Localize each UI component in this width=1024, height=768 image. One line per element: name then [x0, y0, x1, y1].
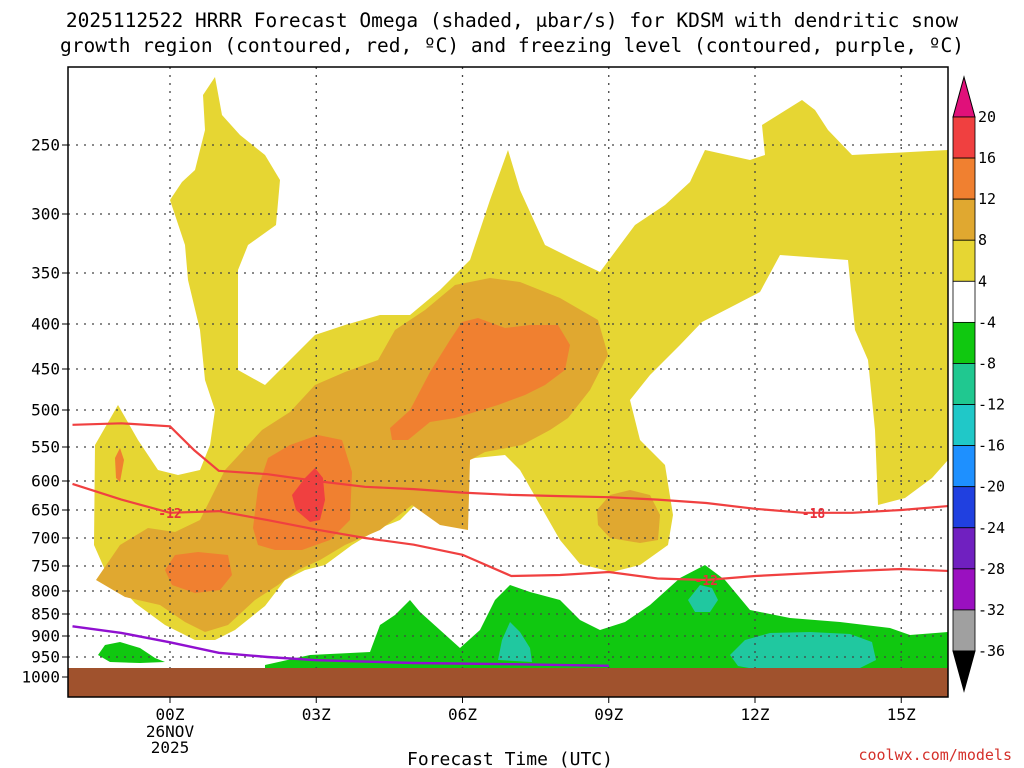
y-tick-label: 450 [31, 360, 60, 379]
x-tick-label: 09Z [594, 705, 623, 724]
colorbar-label: -20 [978, 478, 1005, 496]
colorbar-label: 4 [978, 272, 987, 290]
colorbar-label: -36 [978, 642, 1005, 660]
colorbar-label: 8 [978, 231, 987, 249]
colorbar-swatch [952, 363, 976, 405]
omega-region-gold-east [597, 490, 660, 543]
y-tick-label: 400 [31, 315, 60, 334]
y-tick-label: 650 [31, 501, 60, 520]
x-tick-date: 26NOV [146, 722, 195, 741]
y-tick-label: 950 [31, 648, 60, 667]
colorbar-swatch [952, 609, 976, 652]
colorbar-swatch [952, 198, 976, 241]
omega-region-green-west [98, 642, 165, 663]
y-tick-label: 800 [31, 582, 60, 601]
dgz-contour--12 [72, 482, 948, 582]
y-tick-label: 500 [31, 401, 60, 420]
y-axis: 250 300 350 400 450 500 550 600 650 700 750 800 850 9… [21, 136, 68, 687]
omega-region-orange-spot [115, 448, 124, 482]
colorbar: 20 16 12 8 4 -4 -8 -12 -16 -20 -24 -28 -32 -36 [952, 75, 1005, 693]
omega-region-teal-2 [688, 585, 718, 612]
omega-region-orange-west [165, 552, 232, 593]
colorbar-swatch [952, 445, 976, 488]
colorbar-label: -24 [978, 519, 1005, 537]
dgz-contour--18 [72, 422, 948, 514]
colorbar-label: 12 [978, 190, 996, 208]
y-tick-label: 250 [31, 136, 60, 155]
colorbar-swatch [952, 280, 976, 323]
chart-title-line-1: 2025112522 HRRR Forecast Omega (shaded, … [66, 9, 958, 32]
colorbar-bottom-arrow [952, 650, 976, 693]
x-axis-label: Forecast Time (UTC) [407, 749, 613, 768]
x-tick-label: 06Z [448, 705, 477, 724]
colorbar-swatch [952, 527, 976, 570]
colorbar-label: -16 [978, 437, 1005, 455]
colorbar-swatch [952, 568, 976, 611]
contour-label: -12 [158, 507, 181, 522]
colorbar-label: 20 [978, 108, 996, 126]
plot-frame [67, 66, 949, 698]
colorbar-swatch [952, 486, 976, 529]
colorbar-top-arrow [952, 75, 976, 118]
contour-label: -12 [695, 574, 718, 589]
credit-link[interactable]: coolwx.com/models [858, 746, 1012, 764]
y-tick-label: 300 [31, 205, 60, 224]
x-tick-label: 15Z [887, 705, 916, 724]
omega-region-teal-3 [730, 632, 876, 670]
colorbar-label: -4 [978, 313, 996, 331]
colorbar-label: -32 [978, 601, 1005, 619]
colorbar-swatch [952, 321, 976, 364]
freezing-level-contour [72, 625, 609, 667]
colorbar-swatch [952, 404, 976, 447]
ground-surface [68, 668, 948, 697]
y-tick-label: 900 [31, 627, 60, 646]
contour-layer: -12 -18 -12 [72, 422, 948, 667]
omega-shading [94, 77, 948, 670]
chart-title-line-2: growth region (contoured, red, ºC) and f… [60, 34, 964, 57]
colorbar-label: -12 [978, 396, 1005, 414]
colorbar-swatch [952, 239, 976, 282]
x-tick-label: 00Z [156, 705, 185, 724]
y-tick-label: 600 [31, 472, 60, 491]
y-tick-label: 850 [31, 605, 60, 624]
grid-layer [68, 67, 948, 678]
y-tick-label: 700 [31, 529, 60, 548]
y-tick-label: 350 [31, 264, 60, 283]
y-tick-label: 1000 [21, 668, 60, 687]
y-tick-label: 550 [31, 438, 60, 457]
colorbar-label: -28 [978, 560, 1005, 578]
colorbar-swatch [952, 157, 976, 200]
colorbar-label: 16 [978, 149, 996, 167]
x-tick-label: 03Z [302, 705, 331, 724]
y-tick-label: 750 [31, 557, 60, 576]
colorbar-label: -8 [978, 354, 996, 372]
x-tick-year: 2025 [151, 738, 190, 757]
omega-region-teal-1 [498, 622, 532, 662]
contour-label: -18 [802, 507, 826, 522]
omega-region-orange-main [390, 318, 570, 440]
colorbar-swatch [952, 116, 976, 159]
x-tick-label: 12Z [741, 705, 770, 724]
